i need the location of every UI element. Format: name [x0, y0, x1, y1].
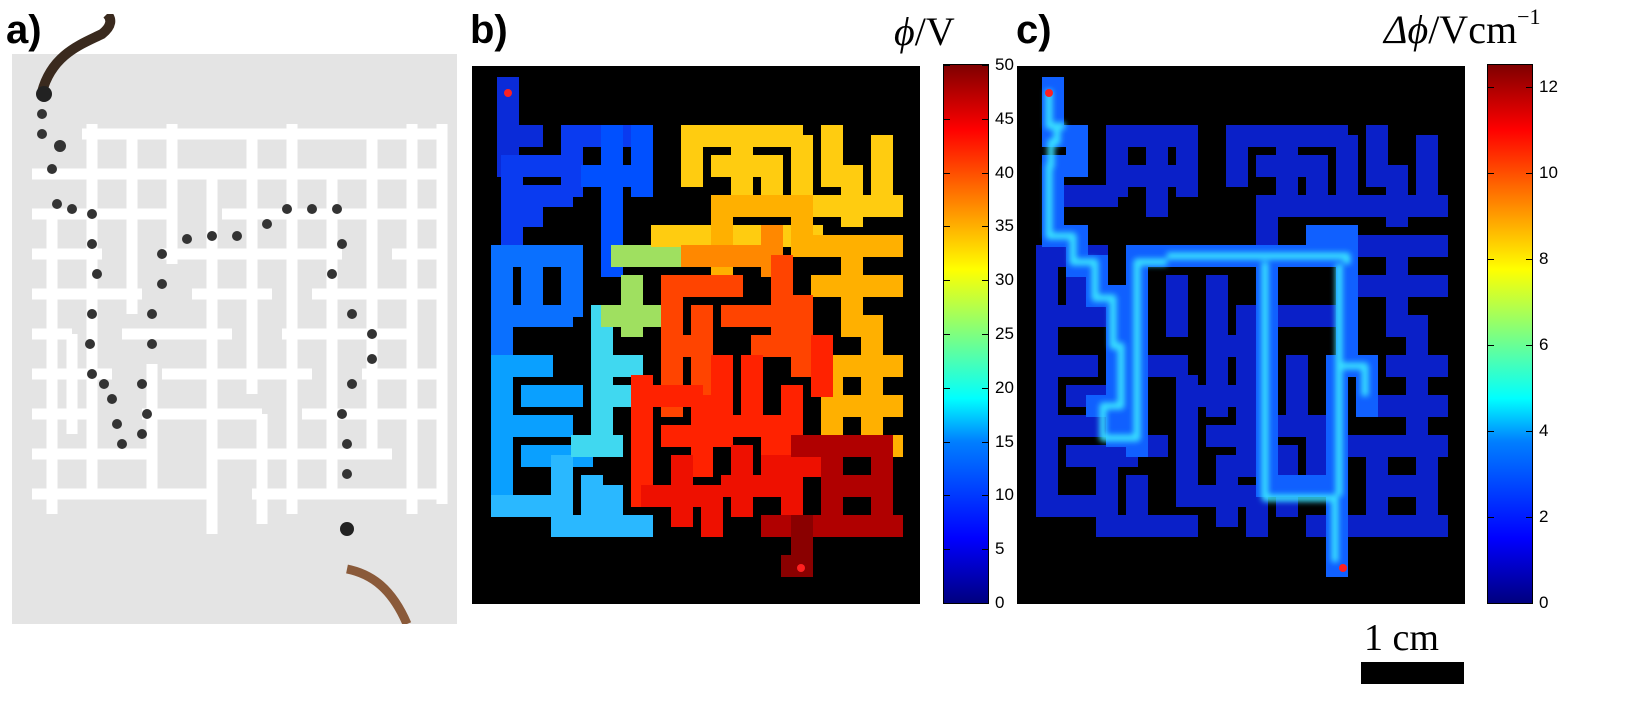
colorbar-c-tick-mark [1488, 430, 1494, 432]
colorbar-b-tick-mark [944, 65, 950, 66]
end-marker [797, 564, 805, 572]
colorbar-c-tick-mark [1526, 516, 1532, 518]
colorbar-b-tick-mark [982, 387, 988, 389]
start-marker-c [1045, 89, 1053, 97]
colorbar-b-tick-mark [944, 387, 950, 389]
colorbar-b-tick-mark [982, 118, 988, 120]
colorbar-b-tick-mark [982, 334, 988, 335]
colorbar-b-tick-mark [982, 65, 988, 66]
panel-label-a: a) [6, 8, 42, 52]
maze-photo-channels [32, 124, 448, 534]
colorbar-b-tick-mark [944, 172, 950, 174]
colorbar-c-tick-mark [1488, 86, 1494, 88]
colorbar-b-tick-mark [944, 226, 950, 228]
colorbar-c-tick-label: 4 [1539, 420, 1549, 440]
colorbar-b-tick-mark [944, 334, 950, 335]
colorbar-b-title-wrap: ϕ/V [894, 12, 955, 52]
colorbar-c-tick-mark [1526, 86, 1532, 88]
start-marker [504, 89, 512, 97]
colorbar-c-tick-label: 2 [1539, 506, 1549, 526]
colorbar-b-tick-label: 40 [995, 162, 1014, 182]
colorbar-b-tick-label: 0 [995, 593, 1005, 612]
colorbar-c-tick-label: 8 [1539, 248, 1549, 268]
colorbar-b-tick-mark [944, 549, 950, 551]
colorbar-b-tick-mark [982, 603, 988, 604]
colorbar-c-tick-mark [1526, 258, 1532, 260]
scale-bar-label: 1 cm [1364, 617, 1439, 659]
colorbar-c-unit: /Vcm [1428, 7, 1518, 52]
colorbar-c-tick-mark [1488, 603, 1494, 604]
colorbar-c-title: Δϕ/Vcm−1 [1384, 6, 1540, 52]
colorbar-c-tick-mark [1526, 172, 1532, 174]
colorbar-c-tick-mark [1526, 603, 1532, 604]
colorbar-b-tick-mark [944, 280, 950, 282]
colorbar-c-tick-mark [1526, 344, 1532, 346]
gradient-map [1017, 66, 1465, 604]
colorbar-b-tick-mark [944, 441, 950, 443]
colorbar-b-tick-label: 35 [995, 216, 1014, 236]
colorbar-c-symbol: Δϕ [1384, 7, 1429, 52]
colorbar-b-tick-mark [944, 603, 950, 604]
colorbar-c-tick-mark [1488, 516, 1494, 518]
colorbar-b-tick-label: 25 [995, 324, 1014, 343]
scale-bar [1361, 662, 1464, 684]
colorbar-b-tick-label: 20 [995, 377, 1014, 397]
colorbar-b-tick-label: 10 [995, 485, 1014, 505]
colorbar-c-tick-label: 12 [1539, 76, 1558, 96]
maze-photo-beads [37, 109, 377, 479]
colorbar-c-tick-mark [1488, 344, 1494, 346]
colorbar-c-tick-mark [1488, 258, 1494, 260]
end-marker-c [1339, 564, 1347, 572]
colorbar-b-tick-mark [982, 280, 988, 282]
colorbar-b-unit: /V [914, 9, 955, 54]
colorbar-c-tick-mark [1526, 430, 1532, 432]
colorbar-c-tick-label: 6 [1539, 334, 1549, 354]
maze-path-end [781, 515, 813, 577]
colorbar-b-tick-label: 50 [995, 55, 1014, 74]
potential-map [472, 66, 920, 604]
colorbar-c [1487, 64, 1533, 604]
colorbar-b-tick-mark [982, 441, 988, 443]
colorbar-b-symbol: ϕ [894, 9, 915, 54]
colorbar-b [943, 64, 989, 604]
colorbar-b-tick-mark [982, 172, 988, 174]
colorbar-c-tick-label: 10 [1539, 162, 1558, 182]
colorbar-c-tick-mark [1488, 172, 1494, 174]
colorbar-b-tick-mark [944, 118, 950, 120]
colorbar-c-tick-label: 0 [1539, 593, 1549, 612]
colorbar-c-exponent: −1 [1517, 4, 1541, 29]
colorbar-b-tick-mark [982, 226, 988, 228]
colorbar-b-tick-mark [982, 549, 988, 551]
maze-photo [12, 14, 457, 624]
panel-label-c: c) [1016, 8, 1052, 52]
colorbar-b-tick-label: 30 [995, 270, 1014, 290]
colorbar-b-tick-mark [982, 495, 988, 497]
field-hotpath [1045, 90, 1369, 562]
colorbar-b-tick-label: 15 [995, 431, 1014, 451]
colorbar-b-tick-mark [944, 495, 950, 497]
panel-label-b: b) [470, 8, 508, 52]
colorbar-b-tick-label: 5 [995, 539, 1005, 559]
colorbar-b-tick-label: 45 [995, 108, 1014, 128]
